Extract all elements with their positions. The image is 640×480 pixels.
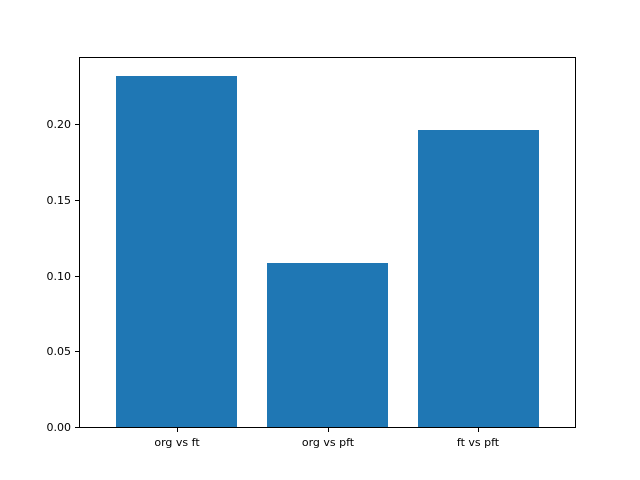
x-tick-mark [328,428,329,432]
y-tick-label: 0.05 [46,345,72,358]
bar-org-vs-pft [267,263,388,427]
y-tick-mark [75,124,79,125]
y-tick-label: 0.10 [46,270,72,283]
y-tick-mark [75,276,79,277]
y-tick-label: 0.00 [46,421,72,434]
x-tick-label-org-vs-ft: org vs ft [154,436,200,449]
x-tick-label-org-vs-pft: org vs pft [301,436,355,449]
bar-org-vs-ft [116,76,237,427]
x-tick-mark [478,428,479,432]
x-tick-label-ft-vs-pft: ft vs pft [456,436,500,449]
plot-area [79,57,576,428]
y-tick-label: 0.15 [46,194,72,207]
y-tick-mark [75,351,79,352]
y-tick-label: 0.20 [46,118,72,131]
x-tick-mark [177,428,178,432]
y-tick-mark [75,200,79,201]
y-tick-mark [75,427,79,428]
bar-ft-vs-pft [418,130,539,427]
